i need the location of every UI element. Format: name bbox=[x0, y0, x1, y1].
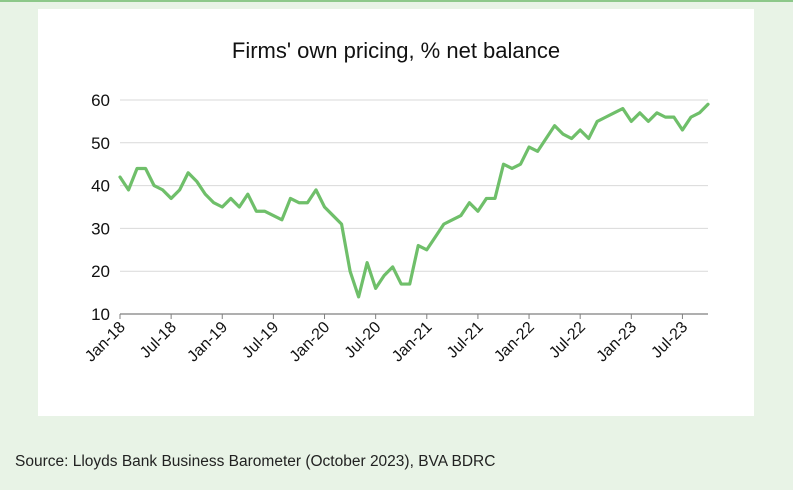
y-tick-label: 50 bbox=[91, 134, 110, 153]
y-axis: 10 20 30 40 50 60 bbox=[91, 91, 110, 324]
source-note: Source: Lloyds Bank Business Barometer (… bbox=[15, 453, 496, 470]
y-tick-label: 40 bbox=[91, 177, 110, 196]
x-tick-label: Jan-23 bbox=[594, 319, 641, 366]
series-group bbox=[118, 102, 710, 299]
x-tick-label: Jan-21 bbox=[389, 319, 436, 366]
x-tick-label: Jan-19 bbox=[184, 319, 231, 366]
x-tick-label: Jan-22 bbox=[491, 319, 538, 366]
series-line bbox=[118, 102, 710, 299]
x-tick-label: Jul-19 bbox=[239, 319, 282, 362]
chart-title: Firms' own pricing, % net balance bbox=[232, 38, 560, 63]
x-axis bbox=[119, 313, 708, 319]
x-tick-label: Jan-20 bbox=[287, 319, 334, 366]
x-tick-label: Jul-22 bbox=[546, 319, 589, 362]
y-tick-label: 30 bbox=[91, 219, 110, 238]
x-tick-label: Jul-18 bbox=[137, 319, 180, 362]
y-tick-label: 10 bbox=[91, 305, 110, 324]
line-chart: Firms' own pricing, % net balance 10 20 30… bbox=[82, 38, 710, 366]
x-tick-label: Jul-23 bbox=[648, 319, 691, 362]
x-tick-label: Jan-18 bbox=[82, 319, 129, 366]
chart-panel: Firms' own pricing, % net balance 10 20 30… bbox=[38, 9, 754, 416]
x-tick-labels: Jan-18 Jul-18 Jan-19 Jul-19 Jan-20 Jul-20 Jan-… bbox=[82, 319, 691, 366]
x-tick-label: Jul-20 bbox=[342, 319, 385, 362]
x-tick-label: Jul-21 bbox=[444, 319, 487, 362]
top-rule bbox=[0, 0, 793, 2]
y-tick-label: 20 bbox=[91, 262, 110, 281]
gridlines bbox=[120, 99, 708, 272]
y-tick-label: 60 bbox=[91, 91, 110, 110]
